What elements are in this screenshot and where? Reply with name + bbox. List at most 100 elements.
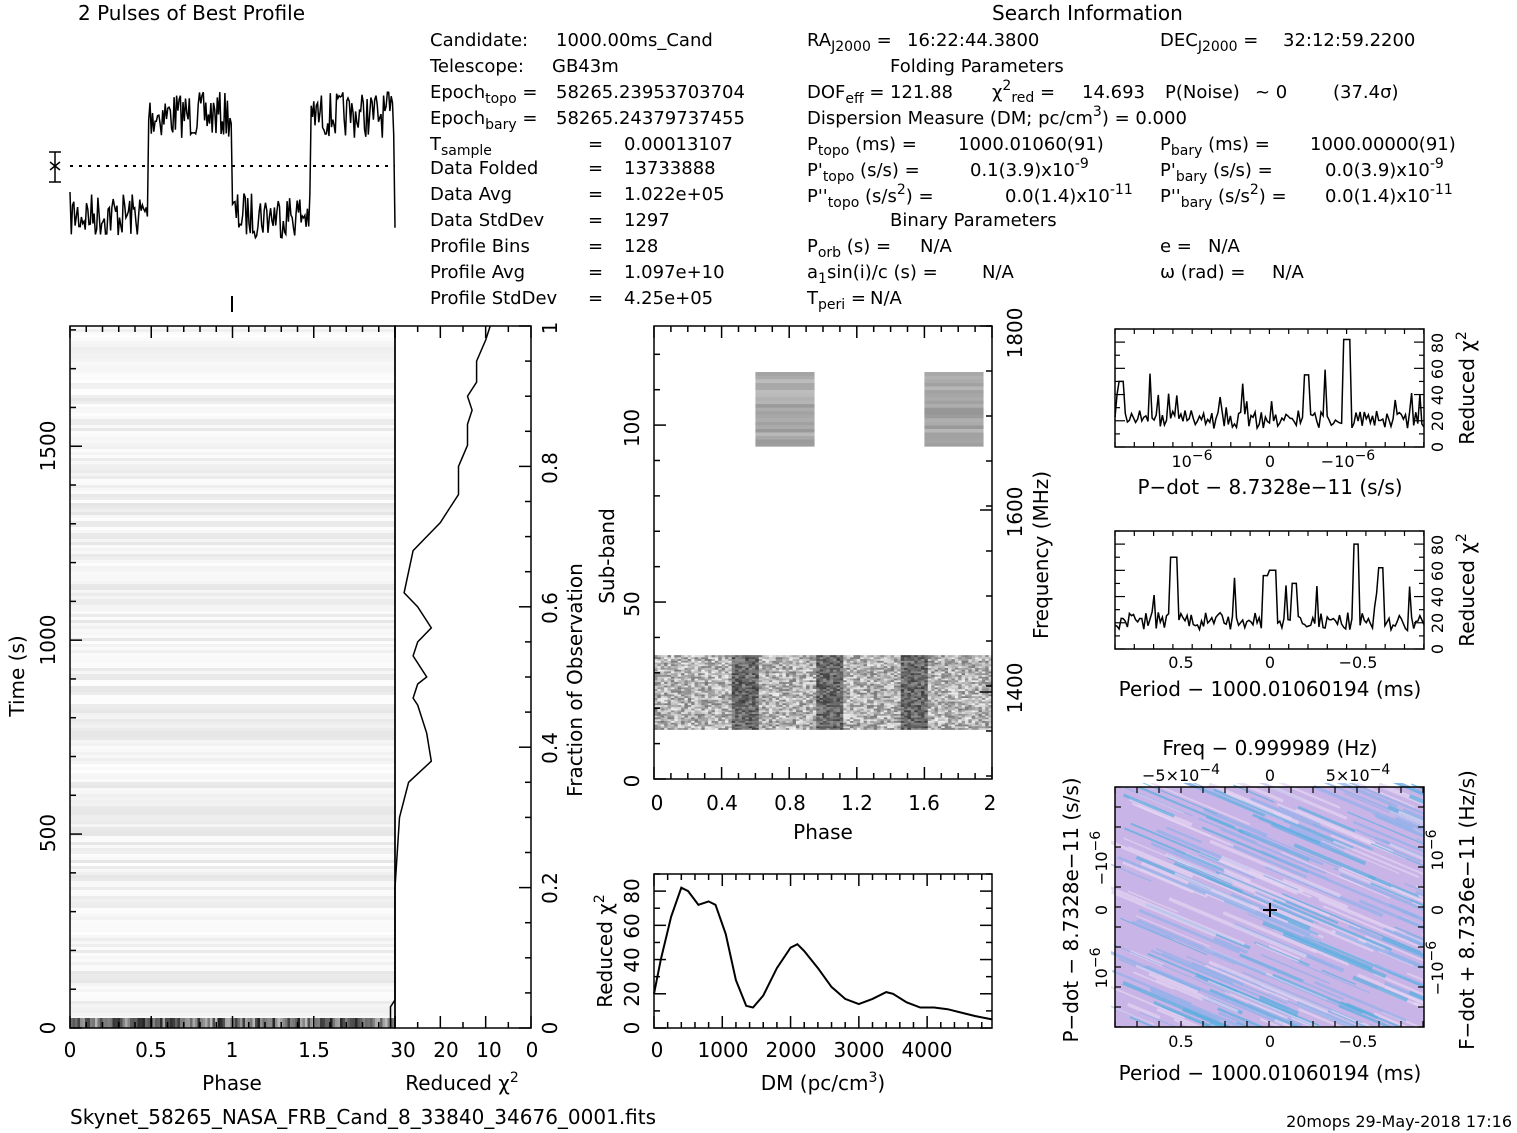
pp-y2tick-pos: 10−6 xyxy=(1424,829,1447,870)
profile-line xyxy=(69,91,396,240)
subband-cells xyxy=(654,372,993,730)
sb-y2tick-1800: 1800 xyxy=(1003,308,1027,359)
profile-avg-value: 1.097e+10 xyxy=(624,262,725,283)
chi2-fraction-line xyxy=(389,325,491,1028)
pdot-ytick-20: 20 xyxy=(1428,411,1447,431)
svg-text:=: = xyxy=(588,288,603,309)
svg-text:Profile Avg: Profile Avg xyxy=(430,262,525,283)
svg-text:Pbary (ms) =: Pbary (ms) = xyxy=(1160,134,1270,159)
sb-xtick-2: 2 xyxy=(984,791,997,815)
dm-ytick-20: 20 xyxy=(620,981,644,1006)
pp-x2tick-0: 0 xyxy=(1265,766,1275,785)
svg-text:Dispersion Measure (DM; pc/cm3: Dispersion Measure (DM; pc/cm3) = 0.000 xyxy=(807,104,1187,129)
sb-xtick-12: 1.2 xyxy=(841,791,873,815)
pp-ylabel: P−dot − 8.7328e−11 (s/s) xyxy=(1059,777,1083,1042)
dm-xtick-4000: 4000 xyxy=(902,1038,953,1062)
profile-stddev-value: 4.25e+05 xyxy=(624,288,713,309)
svg-text:Tperi =: Tperi = xyxy=(806,288,866,313)
tp-ytick-0: 0 xyxy=(36,1022,60,1035)
profile-title: 2 Pulses of Best Profile xyxy=(78,1,305,25)
sb-y2label: Frequency (MHz) xyxy=(1029,471,1053,639)
tp-ytick-1500: 1500 xyxy=(36,421,60,472)
svg-text:0.0(1.4)x10-11: 0.0(1.4)x10-11 xyxy=(1325,182,1453,207)
dm-ytick-80: 80 xyxy=(620,878,644,903)
pp-xlabel: Period − 1000.01060194 (ms) xyxy=(1119,1061,1422,1085)
subband-phase-panel: 0 0.4 0.8 1.2 1.6 2 Phase 0 50 100 Sub-b… xyxy=(595,308,1053,844)
info-column-1: Candidate: 1000.00ms_Cand Telescope: GB4… xyxy=(429,30,745,309)
svg-text:Data StdDev: Data StdDev xyxy=(430,210,545,231)
tp-xtick-05: 0.5 xyxy=(135,1038,167,1062)
p-noise-value: ~ 0 xyxy=(1255,82,1287,103)
dm-xtick-3000: 3000 xyxy=(834,1038,885,1062)
pd-bary-value: 0.0(3.9)x10 xyxy=(1325,160,1430,181)
svg-text:Data Folded: Data Folded xyxy=(430,158,538,179)
frac-ylabel: Fraction of Observation xyxy=(563,563,587,797)
e-value: N/A xyxy=(1208,236,1241,257)
svg-text:Telescope:: Telescope: xyxy=(429,56,524,77)
dm-ytick-60: 60 xyxy=(620,913,644,938)
info-column-2: RAJ2000 = 16:22:44.3800 DECJ2000 = 32:12… xyxy=(806,30,1456,313)
chi2-fraction-panel: 30 20 10 0 Reduced χ2 0 0.2 0.4 0.6 0.8 … xyxy=(389,322,587,1095)
svg-text:Data Avg: Data Avg xyxy=(430,184,512,205)
tp-xtick-15: 1.5 xyxy=(298,1038,330,1062)
frac-ytick-08: 0.8 xyxy=(538,452,562,484)
tp-xlabel: Phase xyxy=(202,1071,262,1095)
per-xtick-neg05: −0.5 xyxy=(1339,653,1378,672)
pd-topo-value: 0.1(3.9)x10 xyxy=(970,160,1075,181)
tp-ylabel: Time (s) xyxy=(5,635,29,717)
dm-label: Dispersion Measure (DM; pc/cm xyxy=(807,108,1093,129)
svg-text:Epochbary =: Epochbary = xyxy=(430,108,537,133)
folding-title: Folding Parameters xyxy=(890,56,1064,77)
svg-text:P''bary (s/s2) =: P''bary (s/s2) = xyxy=(1160,182,1287,211)
pdot-period-map-panel: 0.5 0 −0.5 −5×10−4 0 5×10−4 −10−6 0 10−6… xyxy=(1059,736,1479,1085)
chi2-pdot-panel: 10−6 0 −10−6 0 20 40 60 80 P−dot − 8.732… xyxy=(1114,328,1479,499)
per-ylabel: Reduced χ2 xyxy=(1454,533,1479,647)
data-stddev-value: 1297 xyxy=(624,210,670,231)
chi2-dm-panel: 0 1000 2000 3000 4000 DM (pc/cm3) 0 20 4… xyxy=(592,873,993,1095)
per-xtick-0: 0 xyxy=(1265,653,1275,672)
sb-ytick-0: 0 xyxy=(620,775,644,788)
ra-value: 16:22:44.3800 xyxy=(907,30,1039,51)
svg-text:P(Noise): P(Noise) xyxy=(1165,82,1240,103)
pulse-profile-panel xyxy=(49,91,396,312)
dm-value: ) = 0.000 xyxy=(1102,108,1187,129)
svg-text:χ2red =: χ2red = xyxy=(992,78,1055,106)
candidate-value: 1000.00ms_Cand xyxy=(556,30,713,51)
pp-ytick-0: 0 xyxy=(1092,905,1111,915)
pp-ytick-pos: 10−6 xyxy=(1088,947,1111,988)
frac-ytick-0: 0 xyxy=(538,1022,562,1035)
pdot-ylabel: Reduced χ2 xyxy=(1454,331,1479,445)
sb-y2tick-1600: 1600 xyxy=(1003,487,1027,538)
svg-text:Ptopo (ms) =: Ptopo (ms) = xyxy=(807,134,917,159)
per-ytick-0: 0 xyxy=(1428,644,1447,654)
svg-text:Tsample: Tsample xyxy=(429,134,492,159)
chi2-dm-line xyxy=(653,886,993,1021)
svg-text:DOFeff =: DOFeff = xyxy=(807,82,884,107)
svg-text:=: = xyxy=(588,236,603,257)
tp-ytick-1000: 1000 xyxy=(36,615,60,666)
pdot-ytick-40: 40 xyxy=(1428,385,1447,405)
pdot-xtick-0: 0 xyxy=(1265,452,1275,471)
pp-ytick-neg: −10−6 xyxy=(1088,831,1111,885)
pdd-bary-value: 0.0(1.4)x10 xyxy=(1325,186,1430,207)
pdot-xtick-neg6: 10−6 xyxy=(1172,448,1213,471)
svg-text:Porb (s) =: Porb (s) = xyxy=(807,236,891,261)
profile-bins-value: 128 xyxy=(624,236,658,257)
time-phase-rows xyxy=(70,326,395,1019)
pdot-period-streaks xyxy=(1111,783,1424,1027)
svg-text:0.0(3.9)x10-9: 0.0(3.9)x10-9 xyxy=(1325,156,1444,181)
dm-xtick-1000: 1000 xyxy=(698,1038,749,1062)
sb-xtick-04: 0.4 xyxy=(706,791,738,815)
svg-text:DECJ2000 =: DECJ2000 = xyxy=(1160,30,1258,55)
footer-stamp: 20mops 29-May-2018 17:16 xyxy=(1286,1112,1512,1131)
dm-ytick-0: 0 xyxy=(620,1022,644,1035)
frac-ytick-1: 1 xyxy=(538,322,562,335)
svg-text:Profile StdDev: Profile StdDev xyxy=(430,288,558,309)
frac-xtick-0: 0 xyxy=(526,1038,539,1062)
dm-ytick-40: 40 xyxy=(620,947,644,972)
per-ytick-20: 20 xyxy=(1428,613,1447,633)
svg-text:P'topo (s/s) =: P'topo (s/s) = xyxy=(807,160,920,185)
pdot-xtick-pos6: −10−6 xyxy=(1321,448,1375,471)
per-xtick-05: 0.5 xyxy=(1168,653,1193,672)
